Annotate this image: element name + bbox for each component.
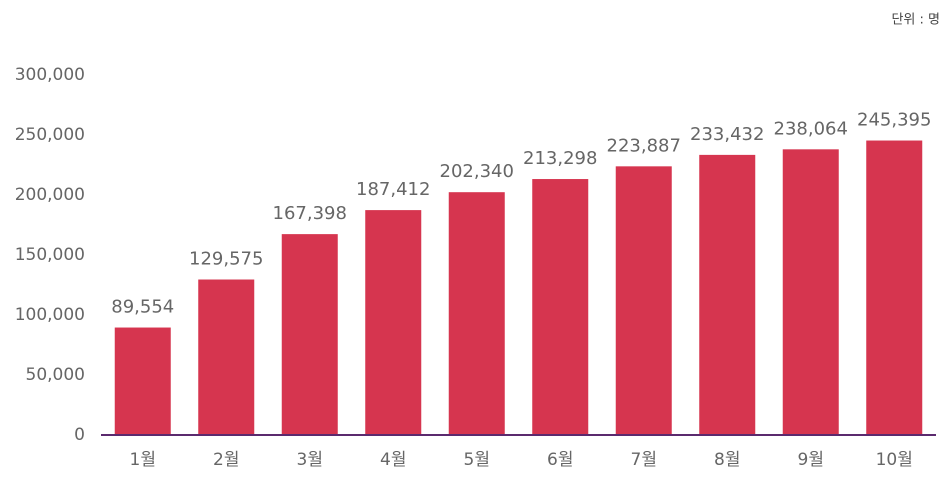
x-tick-label: 9월: [798, 450, 824, 470]
bar: [281, 234, 338, 435]
value-label: 129,575: [189, 249, 263, 270]
bar: [532, 179, 589, 435]
x-tick-label: 1월: [130, 450, 156, 470]
x-tick-label: 10월: [876, 450, 913, 470]
bar: [448, 192, 505, 435]
bar: [866, 140, 923, 435]
unit-label: 단위 : 명: [891, 13, 940, 28]
y-tick-label: 50,000: [26, 365, 85, 385]
bar: [615, 166, 672, 435]
value-label: 167,398: [273, 203, 347, 224]
x-tick-label: 6월: [547, 450, 573, 470]
bar: [782, 149, 839, 436]
value-label: 213,298: [523, 148, 597, 169]
value-label: 223,887: [607, 135, 681, 156]
y-tick-label: 300,000: [15, 65, 85, 85]
y-tick-label: 100,000: [15, 305, 85, 325]
bar: [198, 279, 255, 435]
y-tick-label: 0: [74, 425, 85, 445]
x-tick-label: 7월: [631, 450, 657, 470]
x-tick-label: 5월: [464, 450, 490, 470]
x-tick-label: 3월: [297, 450, 323, 470]
x-tick-label: 2월: [213, 450, 239, 470]
y-tick-label: 150,000: [15, 245, 85, 265]
y-tick-label: 250,000: [15, 125, 85, 145]
value-label: 238,064: [774, 118, 848, 139]
value-label: 245,395: [857, 110, 931, 131]
bar: [699, 154, 756, 436]
x-tick-label: 8월: [714, 450, 740, 470]
y-tick-label: 200,000: [15, 185, 85, 205]
bar: [114, 327, 171, 435]
value-label: 233,432: [690, 124, 764, 145]
value-label: 202,340: [440, 161, 514, 182]
value-label: 187,412: [356, 179, 430, 200]
bar: [365, 210, 422, 435]
value-label: 89,554: [111, 297, 174, 318]
x-tick-label: 4월: [380, 450, 406, 470]
